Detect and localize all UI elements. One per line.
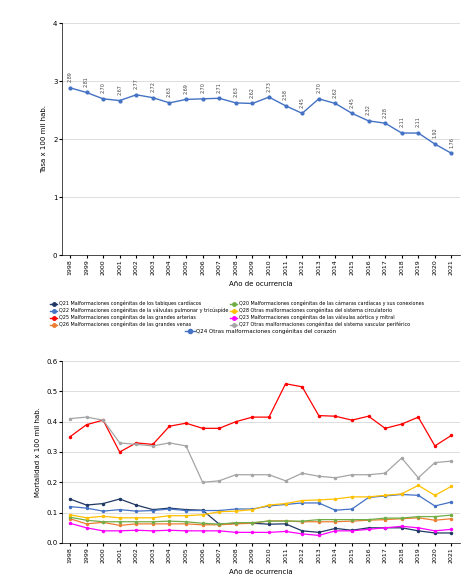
Legend: Q24 Otras malformaciones congénitas del corazón: Q24 Otras malformaciones congénitas del … (182, 326, 339, 336)
Text: 2.70: 2.70 (200, 82, 205, 93)
Text: 2.58: 2.58 (283, 89, 288, 100)
Text: 2.45: 2.45 (349, 97, 355, 108)
Text: 2.89: 2.89 (67, 72, 73, 82)
Text: 2.73: 2.73 (266, 80, 272, 92)
X-axis label: Año de ocurrencia: Año de ocurrencia (229, 281, 292, 287)
Text: 2.28: 2.28 (383, 107, 388, 117)
Text: 2.72: 2.72 (150, 81, 155, 92)
Text: 2.77: 2.77 (134, 78, 139, 89)
Text: 1.76: 1.76 (449, 137, 454, 148)
Text: 2.70: 2.70 (316, 82, 321, 93)
Text: 2.11: 2.11 (399, 117, 404, 127)
Text: 2.81: 2.81 (84, 76, 89, 87)
Text: 2.70: 2.70 (100, 82, 106, 93)
Text: 2.11: 2.11 (416, 117, 421, 127)
Text: 2.63: 2.63 (233, 86, 238, 97)
Text: 2.69: 2.69 (183, 83, 189, 94)
Text: 2.45: 2.45 (300, 97, 305, 108)
Y-axis label: Tasa x 100 mil hab.: Tasa x 100 mil hab. (41, 106, 47, 173)
Text: 2.67: 2.67 (117, 84, 122, 95)
X-axis label: Año de ocurrencia: Año de ocurrencia (229, 569, 292, 575)
Text: 2.32: 2.32 (366, 104, 371, 115)
Text: 2.62: 2.62 (250, 87, 255, 98)
Text: 2.63: 2.63 (167, 86, 172, 97)
Text: 2.62: 2.62 (333, 87, 338, 98)
Text: 2.71: 2.71 (217, 82, 222, 93)
Text: 1.92: 1.92 (432, 128, 438, 139)
Legend: Q21 Malformaciones congénitas de los tabiques cardíacos, Q22 Malformaciones cong: Q21 Malformaciones congénitas de los tab… (50, 301, 424, 328)
Y-axis label: Mortalidad x 100 mil hab.: Mortalidad x 100 mil hab. (35, 407, 41, 497)
